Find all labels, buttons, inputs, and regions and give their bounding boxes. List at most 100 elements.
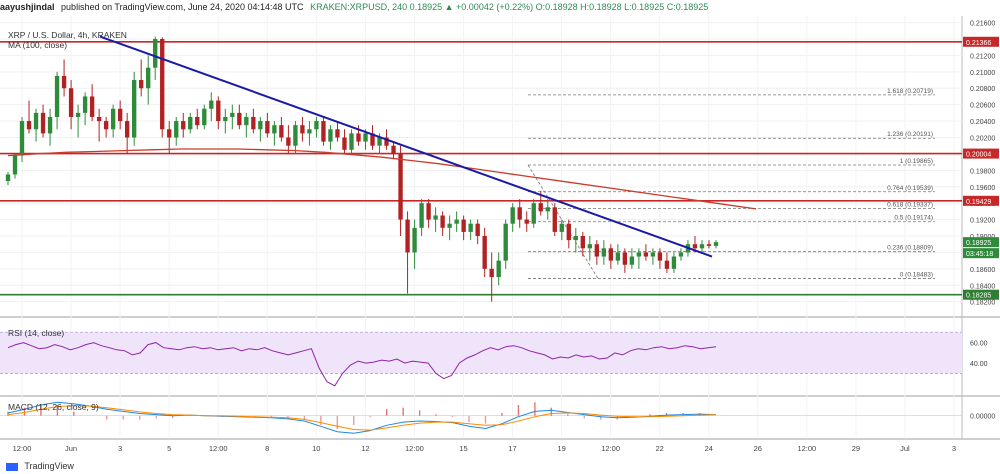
candle-body (202, 108, 207, 126)
bearish-trendline (99, 35, 713, 258)
candle-body (82, 96, 88, 113)
fib-level-label: 0.236 (0.18809) (887, 245, 933, 252)
candle-body (188, 116, 193, 130)
candle-body (342, 137, 347, 150)
candle-body (167, 129, 172, 138)
fib-anchor-line (527, 164, 599, 279)
candle-body (629, 256, 635, 265)
macd-signal-line (7, 404, 717, 431)
x-tick-label: 29 (852, 444, 860, 453)
x-tick-label: 15 (459, 444, 467, 453)
candle-body (601, 248, 607, 257)
candle-body (405, 219, 410, 253)
publish-info: published on TradingView.com, June 24, 2… (61, 2, 304, 12)
candle-body (12, 155, 18, 175)
candle-body (40, 112, 46, 134)
candle-body (398, 153, 403, 220)
y-tick-label: 0.18600 (970, 267, 995, 274)
candle-body (391, 145, 396, 154)
candle-body (314, 121, 319, 130)
fib-level-label: 0.764 (0.19539) (887, 185, 933, 192)
candle-body (699, 244, 705, 249)
price-level-label: 0.19429 (966, 199, 991, 206)
candle-body (286, 137, 291, 146)
rsi-band (0, 332, 962, 374)
candle-body (524, 219, 529, 224)
price-level-badge (963, 36, 999, 47)
x-tick-label: 19 (557, 444, 565, 453)
x-tick-label: 8 (265, 444, 269, 453)
candle-body (433, 215, 438, 220)
candle-body (552, 207, 557, 232)
x-tick-label: Jul (900, 444, 910, 453)
price-level-label: 0.21366 (966, 40, 991, 47)
candle-body (209, 100, 214, 109)
candle-body (489, 268, 494, 278)
candle-body (244, 116, 249, 126)
candle-body (482, 236, 487, 269)
macd-line (7, 401, 717, 434)
candle-body (307, 129, 312, 134)
candle-body (321, 121, 326, 142)
candle-body (110, 108, 116, 130)
candle-body (447, 223, 452, 228)
rsi-tick-label: 60.00 (970, 341, 988, 348)
candle-body (475, 223, 480, 237)
y-tick-label: 0.19600 (970, 185, 995, 192)
candle-body (96, 116, 102, 122)
candle-body (54, 75, 60, 117)
candle-body (580, 236, 585, 249)
candle-body (265, 121, 270, 134)
fib-level-label: 1.618 (0.20719) (887, 88, 933, 95)
y-tick-label: 0.21200 (970, 53, 995, 60)
ma-100-line (7, 148, 757, 210)
candle-body (454, 219, 459, 224)
fib-level-label: 1 (0.19865) (900, 158, 933, 165)
candle-body (594, 244, 600, 257)
y-tick-label: 0.19800 (970, 168, 995, 175)
x-tick-label: 22 (656, 444, 664, 453)
y-tick-label: 0.20600 (970, 103, 995, 110)
candle-body (349, 133, 354, 150)
candle-body (223, 116, 228, 122)
candle-body (608, 248, 614, 261)
y-tick-label: 0.18200 (970, 300, 995, 307)
tradingview-logo-icon (6, 462, 18, 471)
countdown-badge (963, 248, 999, 259)
candle-body (692, 244, 698, 249)
x-tick-label: 12:00 (601, 444, 620, 453)
footer-brand: TradingView (24, 461, 74, 471)
candle-body (587, 244, 592, 249)
candle-body (335, 129, 340, 138)
candle-body (195, 116, 200, 126)
candle-body (124, 121, 130, 138)
x-tick-label: 12 (361, 444, 369, 453)
y-tick-label: 0.20800 (970, 86, 995, 93)
candle-body (33, 112, 39, 130)
rsi-tick-label: 40.00 (970, 361, 988, 368)
candle-body (139, 80, 144, 89)
price-level-label: 0.20004 (966, 152, 991, 159)
ohlc-readout: KRAKEN:XRPUSD, 240 0.18925 ▲ +0.00042 (+… (310, 2, 709, 12)
candle-body (146, 67, 151, 89)
candle-body (671, 256, 677, 269)
candle-body (237, 112, 242, 126)
candle-body (356, 133, 361, 142)
x-tick-label: 12:00 (797, 444, 816, 453)
chart-title: XRP / U.S. Dollar, 4h, KRAKEN (8, 30, 127, 40)
y-tick-label: 0.19200 (970, 218, 995, 225)
candle-body (47, 116, 53, 134)
candle-body (664, 260, 670, 269)
candle-body (363, 133, 368, 142)
candle-body (384, 137, 389, 146)
candle-body (566, 223, 571, 241)
fib-level-label: 1.236 (0.20191) (887, 131, 933, 138)
price-level-badge (963, 195, 999, 206)
candle-body (258, 121, 263, 130)
candle-body (496, 260, 501, 278)
candle-body (559, 223, 564, 232)
candle-body (293, 125, 298, 146)
x-tick-label: 12:00 (209, 444, 228, 453)
candle-body (426, 203, 431, 220)
